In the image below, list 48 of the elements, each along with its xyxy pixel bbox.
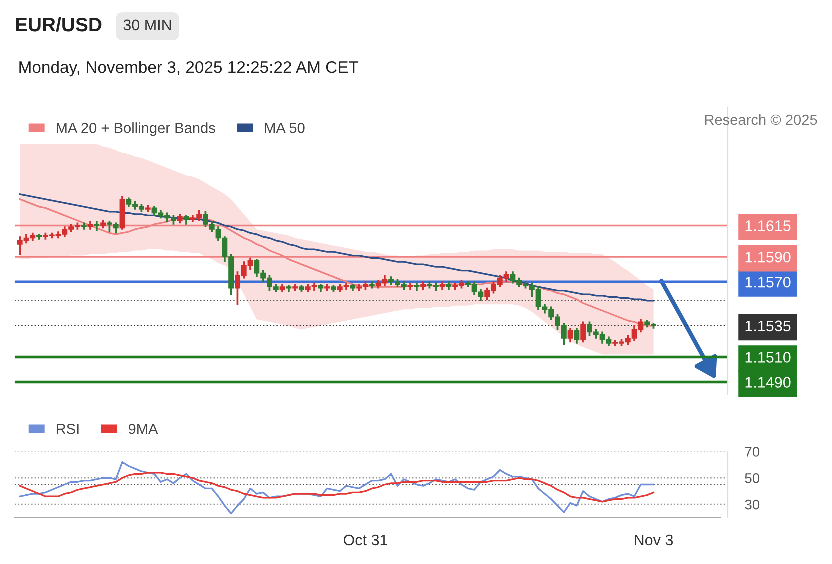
y-tick-label: 30 bbox=[745, 500, 760, 510]
candlestick bbox=[286, 285, 292, 293]
candlestick bbox=[324, 284, 330, 292]
chart-subtitle: 30 MIN bbox=[124, 20, 172, 31]
chart-title: EUR/USD bbox=[16, 17, 102, 32]
candlestick bbox=[100, 220, 106, 229]
candlestick bbox=[408, 282, 414, 290]
candlestick bbox=[177, 214, 183, 224]
candlestick bbox=[184, 215, 190, 225]
candlestick bbox=[81, 222, 87, 230]
candlestick bbox=[350, 284, 356, 292]
candlestick bbox=[414, 282, 420, 292]
candlestick bbox=[446, 282, 452, 290]
line-series bbox=[19, 194, 655, 302]
candlestick bbox=[568, 328, 574, 343]
legend-label: MA 50 bbox=[265, 122, 305, 134]
text: Monday, November 3, 2025 12:25:22 AM CET bbox=[20, 61, 359, 77]
y-tick-label: 1.1570 bbox=[746, 276, 791, 288]
candlestick bbox=[420, 282, 426, 290]
candlestick bbox=[331, 285, 336, 293]
line-series bbox=[19, 461, 655, 515]
candlestick bbox=[280, 284, 286, 293]
candlestick bbox=[318, 284, 324, 293]
legend-label: RSI bbox=[57, 424, 79, 434]
text: Research © 2025 bbox=[705, 114, 818, 126]
line-series bbox=[19, 472, 655, 503]
y-tick-label: 1.1510 bbox=[746, 352, 791, 363]
candlestick bbox=[440, 282, 446, 290]
candlestick bbox=[88, 222, 94, 230]
legend-label: MA 20 + Bollinger Bands bbox=[57, 122, 216, 136]
candlestick bbox=[94, 222, 100, 232]
candlestick bbox=[120, 196, 126, 230]
y-tick-label: 1.1535 bbox=[746, 320, 791, 332]
candlestick bbox=[299, 285, 304, 293]
legend-label: 9MA bbox=[128, 424, 158, 434]
x-tick-label: Nov 3 bbox=[635, 534, 674, 546]
y-tick-label: 70 bbox=[745, 447, 760, 457]
candlestick bbox=[145, 205, 151, 212]
candlestick bbox=[292, 284, 298, 292]
candlestick bbox=[369, 282, 375, 289]
candlestick bbox=[580, 322, 586, 343]
candlestick bbox=[36, 234, 42, 240]
y-tick-label: 1.1490 bbox=[746, 377, 791, 388]
y-tick-label: 1.1615 bbox=[746, 220, 791, 232]
candlestick bbox=[574, 328, 580, 344]
y-tick-label: 50 bbox=[745, 473, 760, 484]
x-tick-label: Oct 31 bbox=[344, 534, 388, 546]
y-tick-label: 1.1590 bbox=[746, 252, 791, 263]
